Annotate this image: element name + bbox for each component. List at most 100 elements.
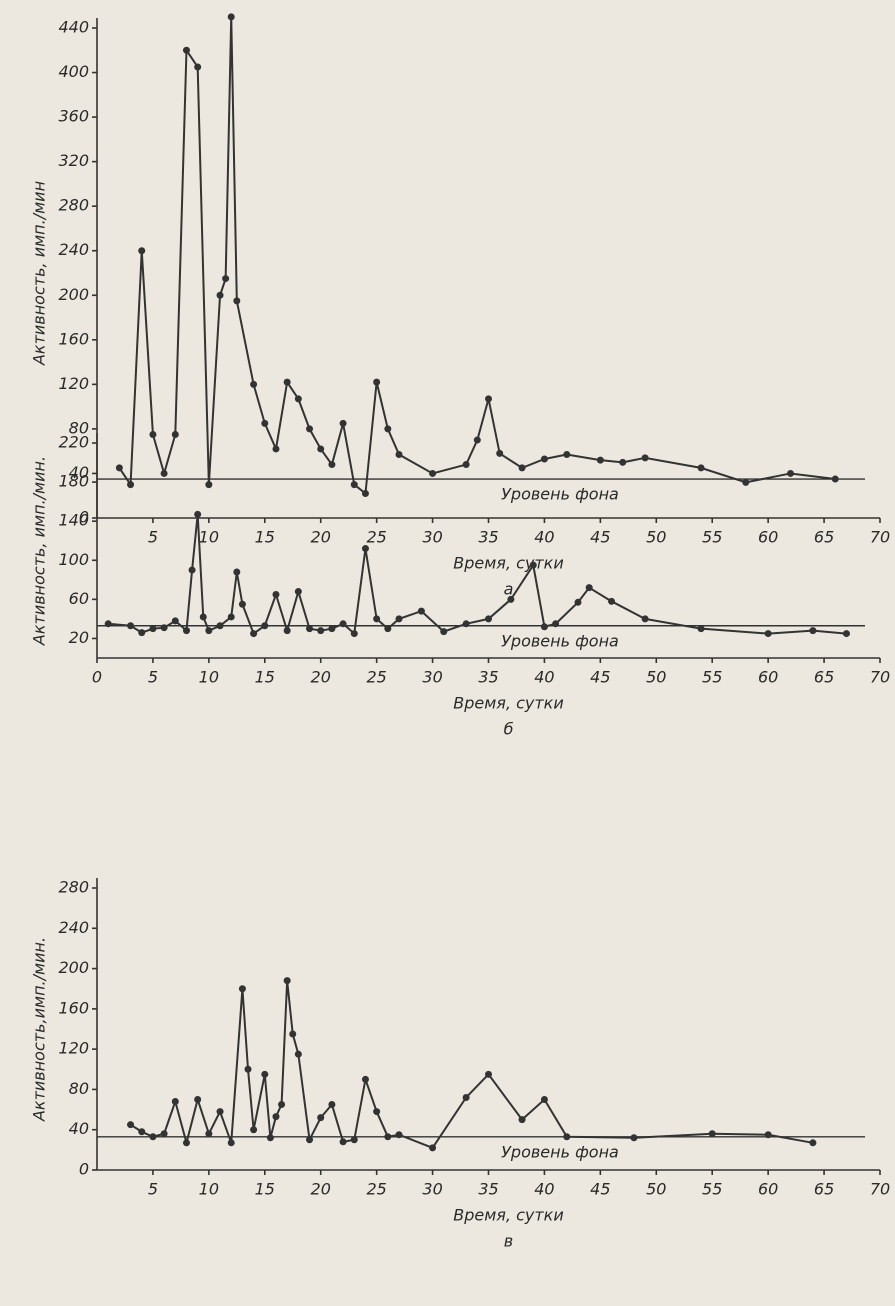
background-label: Уровень фона [501, 1142, 619, 1161]
y-tick-label: 160 [58, 329, 89, 348]
data-point [373, 378, 381, 386]
data-point [507, 595, 515, 603]
data-point [708, 1130, 716, 1138]
data-point [149, 625, 157, 633]
data-point [182, 1139, 190, 1147]
data-point [306, 625, 314, 633]
data-point [261, 419, 269, 427]
data-point [619, 458, 627, 466]
data-point [697, 625, 705, 633]
panel-label: а [504, 580, 514, 599]
data-point [350, 630, 358, 638]
x-tick-label: 5 [148, 1180, 158, 1199]
data-point [194, 1096, 202, 1103]
data-point [361, 1075, 369, 1083]
data-point [831, 475, 839, 483]
data-point [227, 613, 235, 621]
x-tick-label: 45 [590, 668, 610, 687]
data-point [317, 1114, 325, 1122]
data-point [238, 600, 246, 608]
x-tick-label: 40 [534, 668, 554, 687]
x-axis-label: Время, сутки [453, 1206, 564, 1225]
data-point [429, 1144, 437, 1152]
data-point [529, 561, 537, 569]
data-point [540, 455, 548, 463]
data-point [294, 395, 302, 403]
data-line [130, 980, 814, 1150]
x-tick-label: 50 [646, 1180, 666, 1199]
y-tick-label: 200 [58, 285, 89, 304]
data-point [127, 1121, 135, 1129]
data-point [216, 622, 224, 630]
x-tick-label: 25 [366, 668, 386, 687]
data-point [227, 13, 235, 21]
x-tick-label: 35 [478, 1180, 498, 1199]
x-tick-label: 30 [422, 668, 442, 687]
data-point [171, 430, 179, 438]
data-point [361, 545, 369, 553]
data-point [283, 378, 291, 386]
y-tick-label: 120 [58, 1039, 89, 1058]
data-point [250, 630, 258, 638]
x-tick-label: 0 [92, 668, 102, 687]
data-point [473, 436, 481, 444]
x-tick-label: 40 [534, 528, 554, 547]
x-tick-label: 60 [758, 668, 778, 687]
data-point [261, 1070, 269, 1078]
y-tick-label: 240 [58, 918, 89, 937]
data-point [339, 419, 347, 427]
data-point [194, 63, 202, 71]
data-point [630, 1134, 638, 1142]
x-tick-label: 35 [478, 668, 498, 687]
data-point [552, 620, 560, 628]
data-point [339, 620, 347, 628]
y-tick-label: 280 [58, 878, 89, 897]
x-tick-label: 45 [590, 528, 610, 547]
x-tick-label: 50 [646, 668, 666, 687]
y-tick-label: 280 [58, 196, 89, 215]
background-label: Уровень фона [501, 631, 619, 650]
x-tick-label: 70 [870, 528, 890, 547]
y-tick-label: 60 [69, 589, 89, 608]
data-point [462, 1093, 470, 1101]
data-point [563, 1133, 571, 1141]
data-point [199, 613, 207, 621]
x-tick-label: 65 [814, 528, 834, 547]
data-point [395, 1131, 403, 1139]
data-point [182, 627, 190, 635]
data-point [149, 1133, 157, 1141]
y-tick-label: 360 [58, 107, 89, 126]
y-axis-label: Активность, имп./мин. [30, 456, 49, 646]
y-tick-label: 40 [69, 1119, 89, 1138]
x-tick-label: 70 [870, 1180, 890, 1199]
data-point [485, 615, 492, 623]
y-tick-label: 0 [79, 508, 89, 527]
y-tick-label: 20 [69, 628, 89, 647]
data-point [205, 481, 213, 489]
data-point [250, 380, 258, 388]
data-point [429, 469, 437, 477]
data-point [462, 461, 470, 469]
data-point [283, 627, 291, 635]
y-tick-label: 200 [58, 958, 89, 977]
data-point [266, 1134, 274, 1142]
y-tick-label: 120 [58, 374, 89, 393]
data-point [809, 627, 817, 635]
y-tick-label: 400 [58, 62, 89, 81]
data-point [160, 624, 168, 632]
y-tick-label: 100 [58, 550, 89, 569]
x-tick-label: 20 [311, 668, 331, 687]
y-tick-label: 140 [58, 511, 89, 530]
y-tick-label: 0 [79, 1160, 89, 1179]
data-point [216, 1108, 224, 1116]
data-point [222, 275, 230, 283]
data-point [809, 1139, 817, 1147]
data-point [518, 1116, 526, 1124]
x-tick-label: 30 [422, 528, 442, 547]
data-point [138, 1128, 146, 1136]
data-point [306, 1136, 314, 1144]
y-tick-label: 180 [58, 472, 89, 491]
data-point [272, 1113, 280, 1121]
data-point [194, 510, 202, 518]
